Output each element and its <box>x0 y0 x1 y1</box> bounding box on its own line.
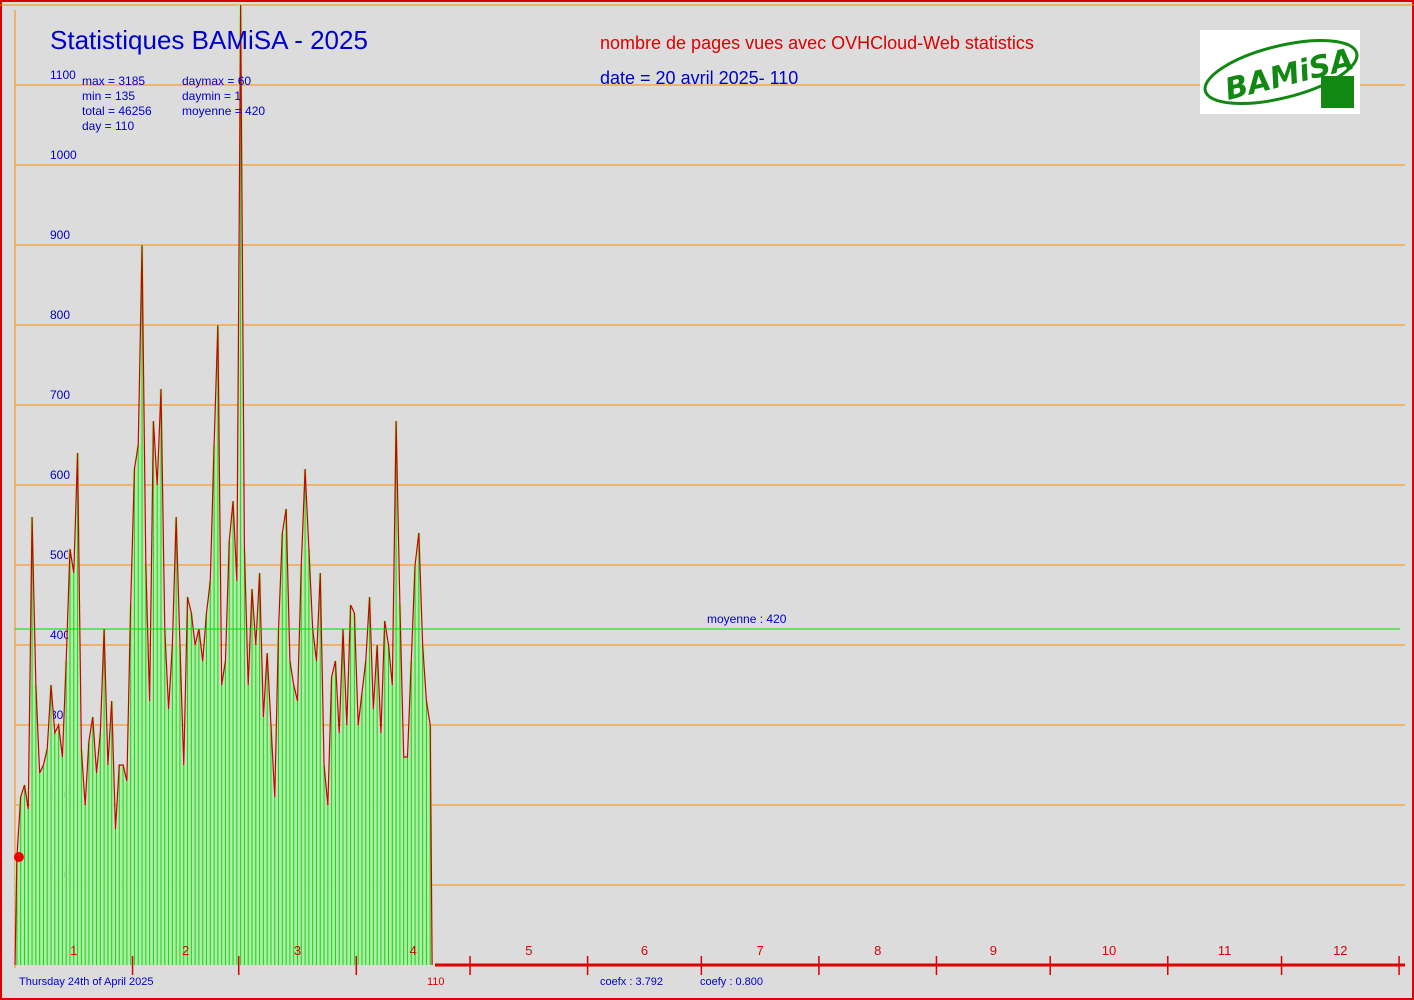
page-title: Statistiques BAMiSA - 2025 <box>50 25 368 55</box>
y-tick-label: 500 <box>50 548 70 562</box>
date-line: date = 20 avril 2025- 110 <box>600 68 798 88</box>
stat-daymax: daymax = 60 <box>182 74 251 88</box>
y-tick-label: 700 <box>50 388 70 402</box>
y-tick-label: 1000 <box>50 148 77 162</box>
month-label: 11 <box>1218 943 1232 958</box>
stat-moyenne: moyenne = 420 <box>182 104 265 118</box>
subtitle: nombre de pages vues avec OVHCloud-Web s… <box>600 33 1034 53</box>
y-tick-label: 600 <box>50 468 70 482</box>
stat-day: day = 110 <box>82 119 134 133</box>
series-line <box>14 4 433 966</box>
bamisa-logo: BAMiSA <box>1200 30 1360 114</box>
month-label: 7 <box>757 943 764 958</box>
y-tick-label: 800 <box>50 308 70 322</box>
y-tick-label: 400 <box>50 628 70 642</box>
stat-total: total = 46256 <box>82 104 152 118</box>
month-label: 10 <box>1102 943 1116 958</box>
footer-date: Thursday 24th of April 2025 <box>19 976 154 988</box>
first-day-marker <box>13 852 24 862</box>
month-label: 2 <box>182 943 189 958</box>
mean-label: moyenne : 420 <box>707 612 787 626</box>
month-label: 3 <box>294 943 301 958</box>
month-label: 5 <box>525 943 532 958</box>
month-label: 9 <box>990 943 997 958</box>
coefx-label: coefx : 3.792 <box>600 976 663 988</box>
y-tick-label: 900 <box>50 228 70 242</box>
y-tick-label: 1100 <box>50 68 76 82</box>
month-label: 6 <box>641 943 648 958</box>
last-day-label: 110 <box>427 976 445 988</box>
stat-min: min = 135 <box>82 89 135 103</box>
stat-daymin: daymin = 1 <box>182 89 241 103</box>
coefy-label: coefy : 0.800 <box>700 976 763 988</box>
stat-max: max = 3185 <box>82 74 145 88</box>
month-label: 4 <box>410 943 417 958</box>
month-label: 8 <box>874 943 881 958</box>
month-label: 12 <box>1333 943 1347 958</box>
month-label: 1 <box>70 943 77 958</box>
